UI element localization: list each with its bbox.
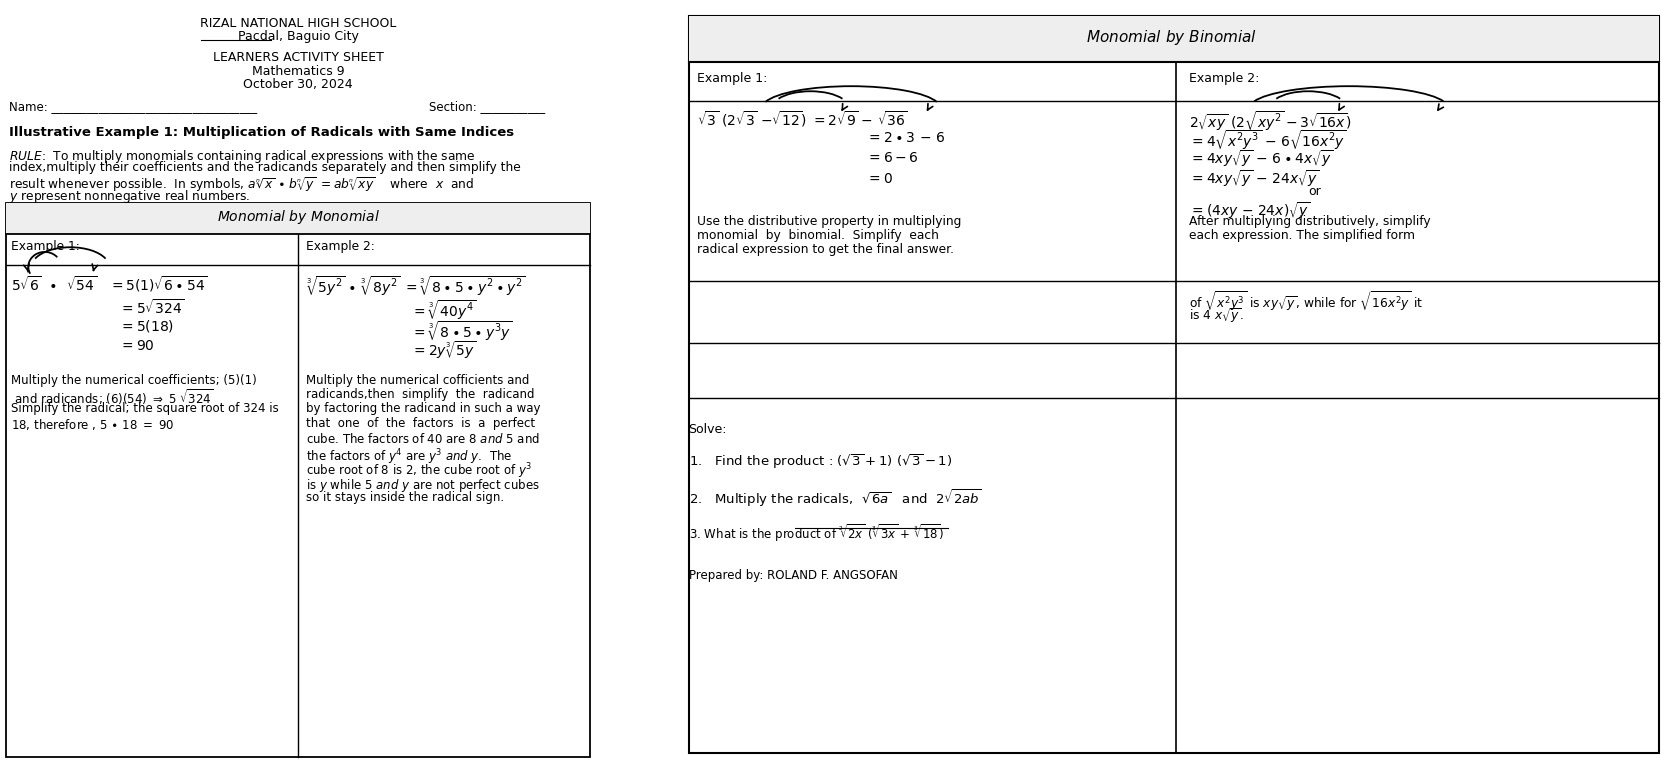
Text: monomial  by  binomial.  Simplify  each: monomial by binomial. Simplify each [697, 229, 939, 242]
Text: Solve:: Solve: [688, 423, 727, 436]
Text: $\sqrt{3}$ $( 2\sqrt{3}$ $-\sqrt{12})$ $= 2\sqrt{9}$ $-$ $\sqrt{36}$: $\sqrt{3}$ $( 2\sqrt{3}$ $-\sqrt{12})$ $… [697, 109, 908, 129]
Text: Multiply the numerical cofficients and: Multiply the numerical cofficients and [306, 374, 529, 388]
Text: October 30, 2024: October 30, 2024 [243, 78, 353, 91]
Text: RIZAL NATIONAL HIGH SCHOOL: RIZAL NATIONAL HIGH SCHOOL [200, 17, 396, 30]
Text: $5\sqrt{6}$  $\bullet$  $\sqrt{54}$   $= 5(1)\sqrt{6 \bullet 54}$: $5\sqrt{6}$ $\bullet$ $\sqrt{54}$ $= 5(1… [10, 275, 208, 294]
Text: result whenever possible.  In symbols, $a\sqrt[n]{x}$ $\bullet$ $b\sqrt[n]{y}$ $: result whenever possible. In symbols, $a… [8, 175, 473, 193]
Text: $\boldsymbol{\mathit{RULE}}$:  To multiply monomials containing radical expressi: $\boldsymbol{\mathit{RULE}}$: To multipl… [8, 148, 475, 165]
Text: $= \sqrt[3]{40y^4}$: $= \sqrt[3]{40y^4}$ [411, 299, 477, 322]
Text: 2.   Multiply the radicals,  $\sqrt{6a}$   and  $2\sqrt{2ab}$: 2. Multiply the radicals, $\sqrt{6a}$ an… [688, 488, 982, 509]
Text: $\sqrt[3]{5y^2}$ $\bullet$ $\sqrt[3]{8y^2}$ $= \sqrt[3]{8 \bullet 5 \bullet y^2 : $\sqrt[3]{5y^2}$ $\bullet$ $\sqrt[3]{8y^… [306, 275, 526, 298]
Text: $\mathbf{\mathit{Monomial\ by\ Binomial}}$: $\mathbf{\mathit{Monomial\ by\ Binomial}… [1086, 28, 1256, 47]
Text: is $y$ while 5 $and$ $y$ are not perfect cubes: is $y$ while 5 $and$ $y$ are not perfect… [306, 477, 539, 494]
Text: $= 6 - 6$: $= 6 - 6$ [866, 151, 918, 165]
Text: is 4 $x\sqrt{y}$.: is 4 $x\sqrt{y}$. [1189, 306, 1244, 324]
Text: so it stays inside the radical sign.: so it stays inside the radical sign. [306, 491, 504, 505]
Text: $= 4xy\sqrt{y}$ $-$ $24x\sqrt{y}$: $= 4xy\sqrt{y}$ $-$ $24x\sqrt{y}$ [1189, 168, 1320, 189]
Text: Example 2:: Example 2: [1189, 72, 1259, 85]
Text: radicands,then  simplify  the  radicand: radicands,then simplify the radicand [306, 388, 534, 401]
Text: Use the distributive property in multiplying: Use the distributive property in multipl… [697, 215, 960, 228]
Text: $= 4xy\sqrt{y}$ $-$ $6 \bullet 4x\sqrt{y}$: $= 4xy\sqrt{y}$ $-$ $6 \bullet 4x\sqrt{y… [1189, 148, 1335, 169]
Text: After multiplying distributively, simplify: After multiplying distributively, simpli… [1189, 215, 1431, 228]
Text: Example 1:: Example 1: [697, 72, 767, 85]
FancyBboxPatch shape [7, 203, 589, 234]
Text: $2\sqrt{xy}$ $(2\sqrt{xy^2} - 3\sqrt{16x})$: $2\sqrt{xy}$ $(2\sqrt{xy^2} - 3\sqrt{16x… [1189, 109, 1352, 133]
Text: $= \sqrt[3]{8 \bullet 5 \bullet y^3 y}$: $= \sqrt[3]{8 \bullet 5 \bullet y^3 y}$ [411, 319, 514, 342]
Text: index,multiply their coefficients and the radicands separately and then simplify: index,multiply their coefficients and th… [8, 161, 520, 175]
Text: Simplify the radical; the square root of 324 is: Simplify the radical; the square root of… [10, 402, 279, 416]
FancyBboxPatch shape [7, 203, 589, 757]
FancyBboxPatch shape [688, 16, 1659, 62]
Text: $= 2y\sqrt[3]{5y}$: $= 2y\sqrt[3]{5y}$ [411, 339, 477, 361]
Text: 1.   Find the product : $(\sqrt{3} + 1)$ $(\sqrt{3} - 1)$: 1. Find the product : $(\sqrt{3} + 1)$ $… [688, 452, 952, 471]
Text: Pacdal, Baguio City: Pacdal, Baguio City [238, 30, 358, 44]
Text: $= 2 \bullet 3$ $-$ $6$: $= 2 \bullet 3$ $-$ $6$ [866, 131, 945, 145]
Text: Mathematics 9: Mathematics 9 [252, 65, 344, 78]
Text: $= 90$: $= 90$ [119, 339, 154, 353]
Text: or: or [1308, 185, 1321, 198]
Text: Prepared by: ROLAND F. ANGSOFAN: Prepared by: ROLAND F. ANGSOFAN [688, 569, 898, 583]
Text: Multiply the numerical coefficients; (5)(1): Multiply the numerical coefficients; (5)… [10, 374, 257, 388]
Text: 3. What is the product of $\sqrt[2]{2x}$ $(\sqrt[3]{3x}$ $+$ $\sqrt[3]{18})$: 3. What is the product of $\sqrt[2]{2x}$… [688, 523, 944, 544]
Text: $\mathbf{\mathit{Monomial\ by\ Monomial}}$: $\mathbf{\mathit{Monomial\ by\ Monomial}… [217, 207, 379, 226]
Text: Illustrative Example 1: Multiplication of Radicals with Same Indices: Illustrative Example 1: Multiplication o… [8, 126, 514, 140]
Text: each expression. The simplified form: each expression. The simplified form [1189, 229, 1415, 242]
Text: Section: ___________: Section: ___________ [430, 100, 546, 113]
Text: cube root of 8 is 2, the cube root of $y^3$: cube root of 8 is 2, the cube root of $y… [306, 462, 532, 481]
Text: $= 5(18)$: $= 5(18)$ [119, 318, 175, 335]
Text: $y$ represent nonnegative real numbers.: $y$ represent nonnegative real numbers. [8, 188, 250, 205]
Text: $= 4\sqrt{x^2y^3}$ $-$ $6\sqrt{16x^2y}$: $= 4\sqrt{x^2y^3}$ $-$ $6\sqrt{16x^2y}$ [1189, 129, 1347, 152]
Text: by factoring the radicand in such a way: by factoring the radicand in such a way [306, 402, 541, 416]
Text: $= (4xy$ $-$ $24x)\sqrt{y}$: $= (4xy$ $-$ $24x)\sqrt{y}$ [1189, 200, 1311, 221]
Text: $= 5\sqrt{324}$: $= 5\sqrt{324}$ [119, 298, 185, 317]
Text: and radicands; (6)(54) $\Rightarrow$ 5 $\sqrt{324}$: and radicands; (6)(54) $\Rightarrow$ 5 $… [10, 388, 213, 407]
Text: LEARNERS ACTIVITY SHEET: LEARNERS ACTIVITY SHEET [213, 51, 383, 65]
Text: of $\sqrt{x^2y^3}$ is $xy\sqrt{y}$, while for $\sqrt{16x^2y}$ it: of $\sqrt{x^2y^3}$ is $xy\sqrt{y}$, whil… [1189, 290, 1424, 314]
Text: the factors of $y^4$ are $y^3$ $and$ $y$.  The: the factors of $y^4$ are $y^3$ $and$ $y$… [306, 447, 512, 466]
Text: that  one  of  the  factors  is  a  perfect: that one of the factors is a perfect [306, 417, 536, 431]
Text: radical expression to get the final answer.: radical expression to get the final answ… [697, 243, 954, 256]
Text: $= 0$: $= 0$ [866, 172, 893, 186]
Text: Example 2:: Example 2: [306, 240, 374, 254]
FancyBboxPatch shape [688, 16, 1659, 753]
Text: Name: ___________________________________: Name: __________________________________… [8, 100, 257, 113]
Text: 18, therefore , 5 $\bullet$ 18 $=$ 90: 18, therefore , 5 $\bullet$ 18 $=$ 90 [10, 417, 175, 432]
Text: Example 1:: Example 1: [10, 240, 79, 254]
Text: cube. The factors of 40 are 8 $and$ 5 and: cube. The factors of 40 are 8 $and$ 5 an… [306, 432, 539, 446]
